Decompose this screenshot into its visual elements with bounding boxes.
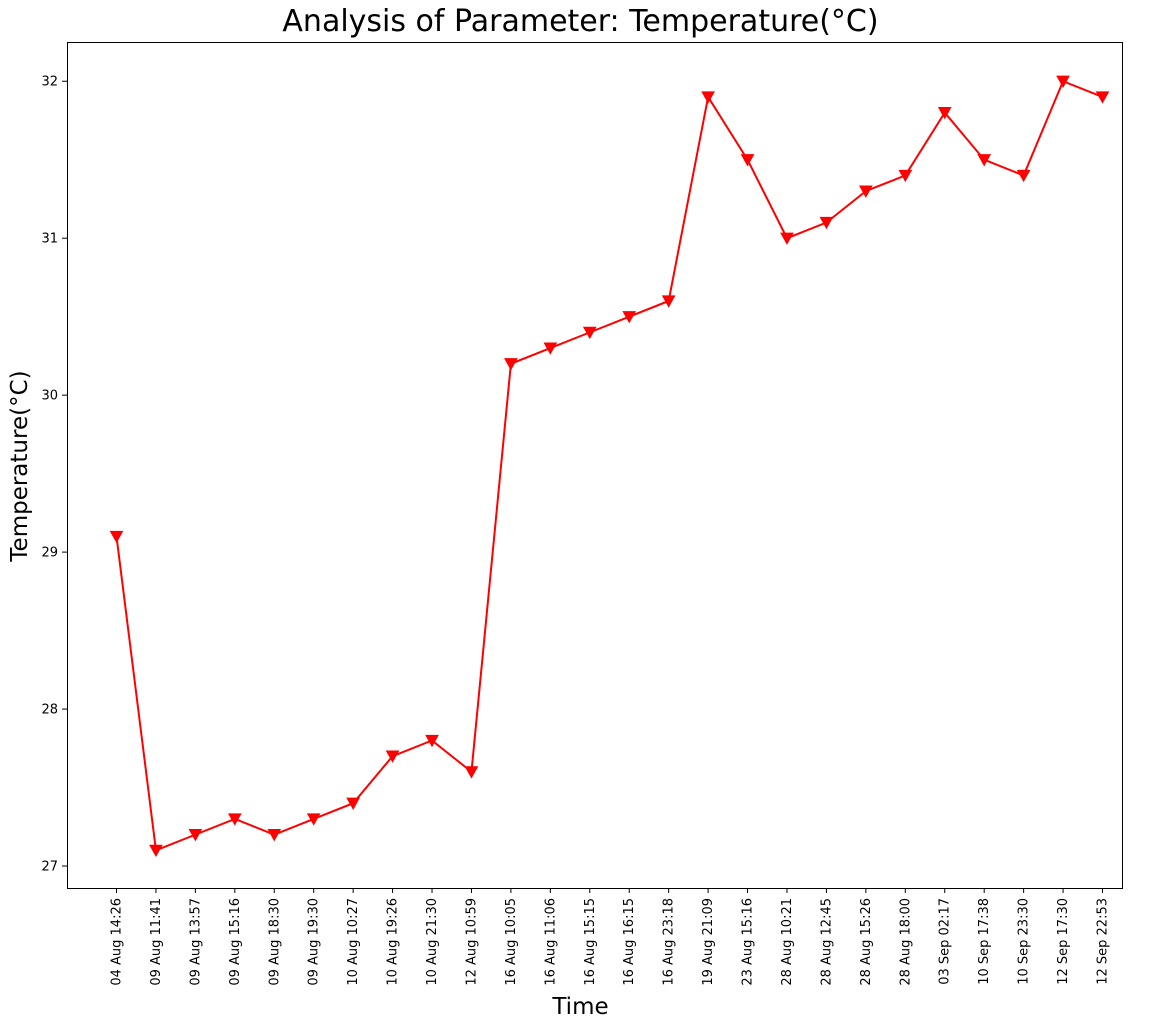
x-tick-label: 28 Aug 18:00: [898, 898, 913, 986]
series-line: [115, 79, 1103, 852]
x-tick-label: 28 Aug 10:21: [780, 898, 795, 986]
x-tick-label: 09 Aug 15:16: [228, 898, 243, 986]
data-point-marker: [504, 358, 518, 371]
x-tick-label: 16 Aug 16:15: [622, 898, 637, 986]
data-point-marker: [1016, 169, 1031, 183]
x-tick-label: 09 Aug 13:57: [188, 898, 203, 986]
y-tick-label: 30: [41, 389, 58, 404]
y-tick-label: 28: [41, 703, 58, 718]
data-point-marker: [188, 829, 203, 842]
data-point-marker: [1056, 75, 1070, 88]
data-point-marker: [937, 107, 952, 120]
x-tick-label: 12 Sep 17:30: [1056, 898, 1071, 985]
data-point-marker: [701, 91, 715, 104]
chart-title: Analysis of Parameter: Temperature(°C): [282, 4, 879, 39]
data-point-marker: [898, 169, 913, 183]
data-point-marker: [859, 185, 873, 198]
x-axis-label: Time: [552, 994, 609, 1020]
y-tick-label: 32: [41, 75, 58, 90]
x-tick-label: 03 Sep 02:17: [938, 898, 953, 985]
x-tick-label: 04 Aug 14:26: [110, 898, 125, 986]
x-axis: 04 Aug 14:26 09 Aug 11:41 09 Aug 13:57 09 A…: [110, 888, 1111, 986]
x-tick-label: 10 Aug 19:26: [386, 898, 401, 986]
x-tick-label: 23 Aug 15:16: [741, 898, 756, 986]
data-point-marker: [267, 829, 282, 842]
data-point-marker: [464, 766, 479, 779]
data-point-marker: [109, 530, 124, 544]
y-tick-label: 29: [41, 546, 58, 561]
y-axis: 27 28 29 30 31 32: [41, 75, 67, 875]
data-point-marker: [819, 216, 834, 230]
y-tick-label: 27: [41, 860, 58, 875]
x-tick-label: 12 Sep 22:53: [1096, 898, 1111, 985]
data-point-marker: [582, 326, 597, 340]
x-tick-label: 12 Aug 10:59: [464, 898, 479, 986]
x-tick-label: 16 Aug 23:18: [662, 898, 677, 986]
x-tick-label: 16 Aug 11:06: [543, 898, 558, 986]
x-tick-label: 10 Aug 21:30: [425, 898, 440, 986]
x-tick-label: 09 Aug 18:30: [267, 898, 282, 986]
data-point-marker: [622, 311, 637, 324]
x-tick-label: 16 Aug 10:05: [504, 898, 519, 986]
x-tick-label: 10 Aug 10:27: [346, 898, 361, 986]
y-tick-label: 31: [41, 232, 58, 247]
x-tick-label: 28 Aug 12:45: [819, 898, 834, 986]
data-point-marker: [977, 154, 992, 167]
data-point-marker: [1095, 91, 1110, 104]
y-axis-label: Temperature(°C): [7, 370, 33, 562]
data-markers: [109, 75, 1110, 858]
data-point-marker: [149, 844, 163, 858]
data-point-marker: [227, 813, 242, 826]
data-point-marker: [543, 342, 558, 355]
x-tick-label: 09 Aug 19:30: [307, 898, 322, 986]
x-tick-label: 16 Aug 15:15: [583, 898, 598, 986]
x-tick-label: 19 Aug 21:09: [701, 898, 716, 986]
data-point-marker: [346, 797, 360, 810]
data-point-marker: [425, 734, 439, 748]
x-tick-label: 10 Sep 17:38: [977, 898, 992, 985]
x-tick-label: 10 Sep 23:30: [1017, 898, 1032, 985]
data-point-marker: [661, 295, 676, 308]
data-point-marker: [780, 232, 794, 245]
plot-area: [67, 42, 1123, 889]
data-point-marker: [306, 813, 321, 826]
x-tick-label: 09 Aug 11:41: [149, 898, 164, 986]
data-point-marker: [385, 750, 400, 763]
x-tick-label: 28 Aug 15:26: [859, 898, 874, 986]
data-point-marker: [740, 154, 755, 167]
